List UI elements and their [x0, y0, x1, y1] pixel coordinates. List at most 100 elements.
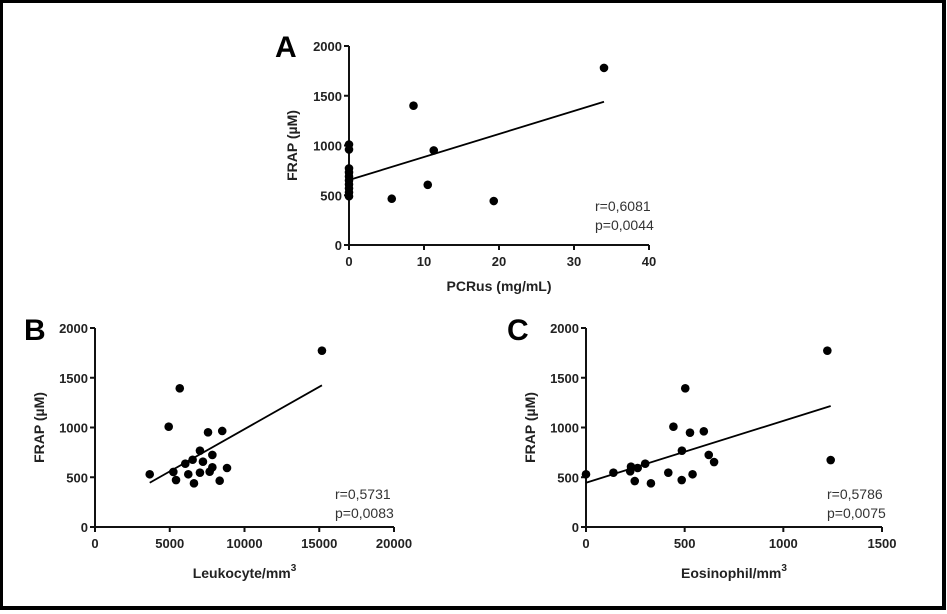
data-point: [625, 466, 635, 476]
r-value-annotation: r=0,6081: [595, 198, 651, 214]
data-point: [215, 476, 224, 486]
data-point: [145, 469, 155, 479]
data-point: [169, 467, 178, 477]
x-axis-title: PCRus (mg/mL): [447, 278, 552, 294]
data-point: [222, 463, 232, 473]
panel-a: A 0 500 1000 1500 2000 0 10 20 30 40 PCRus (mg/mL) F…: [275, 31, 656, 294]
data-point: [208, 450, 217, 460]
data-point: [180, 459, 190, 469]
data-point: [685, 428, 695, 437]
y-tick-label: 0: [335, 238, 342, 253]
data-point: [489, 196, 499, 206]
y-tick-label: 500: [66, 470, 88, 485]
y-tick-label: 2000: [59, 321, 88, 336]
data-point: [677, 446, 687, 455]
data-point: [198, 457, 208, 467]
y-axis-title: FRAP (µM): [31, 392, 47, 463]
x-tick-label: 1500: [868, 536, 897, 551]
x-tick-label: 500: [674, 536, 696, 551]
data-point: [609, 468, 618, 477]
data-point: [823, 346, 832, 355]
x-tick-label: 30: [567, 254, 581, 269]
x-tick-label: 0: [345, 254, 352, 269]
r-value-annotation: r=0,5731: [335, 486, 391, 502]
p-value-annotation: p=0,0083: [335, 505, 394, 521]
x-tick-label: 10: [417, 254, 431, 269]
panel-letter: C: [507, 314, 529, 347]
data-point: [663, 468, 673, 477]
y-axis-title: FRAP (µM): [522, 392, 538, 463]
x-axis-title: Eosinophil/mm3: [681, 563, 787, 581]
y-tick-label: 2000: [313, 39, 342, 54]
data-point: [164, 422, 174, 432]
x-tick-label: 10000: [226, 536, 262, 551]
data-point: [217, 426, 227, 436]
data-point: [387, 194, 397, 204]
data-point: [317, 346, 327, 355]
y-tick-label: 1000: [313, 139, 342, 154]
regression-line: [348, 100, 605, 181]
data-point: [680, 383, 690, 393]
x-tick-label: 0: [582, 536, 589, 551]
y-tick-label: 0: [81, 520, 88, 535]
data-point: [699, 426, 709, 436]
data-point: [183, 469, 193, 479]
x-axis-title-superscript: 3: [291, 563, 297, 574]
y-tick-label: 2000: [550, 321, 579, 336]
panel-c: C 0 500 1000 1500 2000 0 500 1000 1500 Eosinophil/…: [507, 314, 896, 581]
y-tick-label: 1500: [550, 371, 579, 386]
data-point: [429, 146, 439, 155]
data-point: [709, 457, 719, 467]
x-tick-label: 20000: [376, 536, 412, 551]
data-point: [189, 479, 199, 488]
regression-line: [585, 405, 831, 484]
p-value-annotation: p=0,0075: [827, 505, 886, 521]
regression-line: [149, 384, 323, 484]
data-point: [195, 446, 205, 455]
x-axis-title-superscript: 3: [781, 563, 787, 574]
data-point: [599, 63, 609, 73]
y-tick-label: 0: [572, 520, 579, 535]
data-point: [688, 469, 697, 479]
data-point: [188, 455, 197, 465]
panel-letter: B: [24, 314, 46, 347]
data-point: [203, 427, 213, 437]
data-point: [646, 479, 656, 488]
y-tick-label: 1500: [59, 371, 88, 386]
data-point: [344, 191, 354, 201]
y-axis-title: FRAP (µM): [284, 110, 300, 181]
data-point: [826, 455, 835, 465]
x-tick-label: 15000: [301, 536, 337, 551]
x-axis-title: Leukocyte/mm3: [193, 563, 297, 581]
data-point: [344, 145, 354, 154]
data-point: [677, 475, 687, 485]
data-point: [704, 450, 714, 460]
data-point: [175, 383, 185, 393]
x-tick-label: 0: [91, 536, 98, 551]
x-tick-label: 5000: [155, 536, 184, 551]
y-tick-label: 500: [320, 188, 342, 203]
data-point: [423, 180, 433, 190]
data-point: [171, 475, 181, 485]
x-tick-label: 20: [492, 254, 506, 269]
y-tick-label: 1000: [550, 421, 579, 436]
x-tick-label: 1000: [769, 536, 798, 551]
data-point: [581, 469, 591, 479]
r-value-annotation: r=0,5786: [827, 486, 883, 502]
data-point: [630, 476, 640, 486]
data-point: [633, 463, 643, 473]
x-tick-label: 40: [642, 254, 656, 269]
y-tick-label: 1000: [59, 421, 88, 436]
panel-letter: A: [275, 31, 297, 64]
y-tick-label: 1500: [313, 89, 342, 104]
data-point: [409, 101, 418, 110]
data-point: [208, 463, 217, 472]
data-point: [195, 468, 205, 477]
y-tick-label: 500: [557, 470, 579, 485]
data-point: [640, 459, 650, 469]
data-point: [669, 422, 678, 432]
p-value-annotation: p=0,0044: [595, 217, 654, 233]
